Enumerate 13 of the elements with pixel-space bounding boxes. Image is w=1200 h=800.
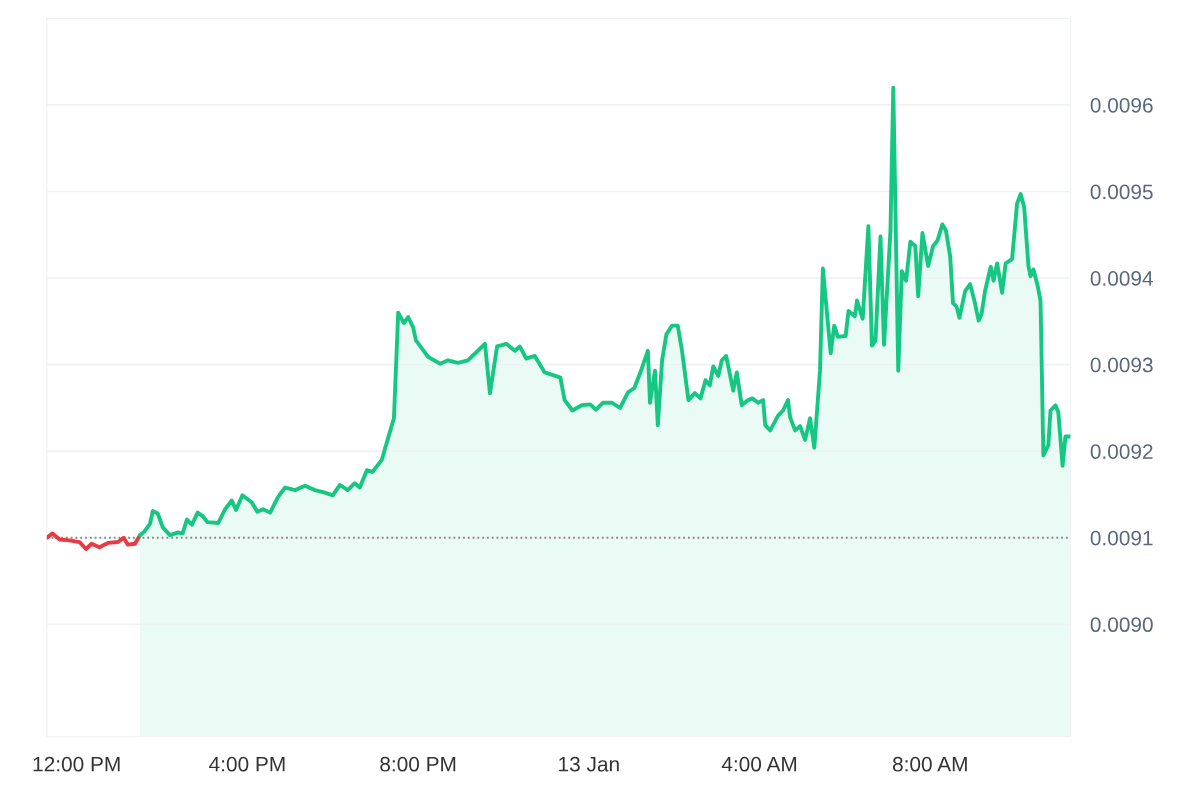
y-tick-label: 0.0090 [1090,617,1153,633]
x-tick-label: 12:00 PM [33,756,120,772]
y-tick-label: 0.0095 [1090,184,1153,200]
x-tick-label: 8:00 AM [892,756,967,772]
y-tick-label: 0.0093 [1090,357,1153,373]
x-tick-label: 4:00 AM [721,756,797,772]
x-tick-label: 13 Jan [559,756,619,772]
x-tick-label: 4:00 PM [209,756,285,772]
y-tick-label: 0.0092 [1090,444,1153,459]
y-tick-label: 0.0096 [1090,97,1153,113]
y-tick-label: 0.0091 [1090,530,1153,546]
x-tick-label: 8:00 PM [380,756,456,772]
y-tick-label: 0.0094 [1090,271,1153,286]
